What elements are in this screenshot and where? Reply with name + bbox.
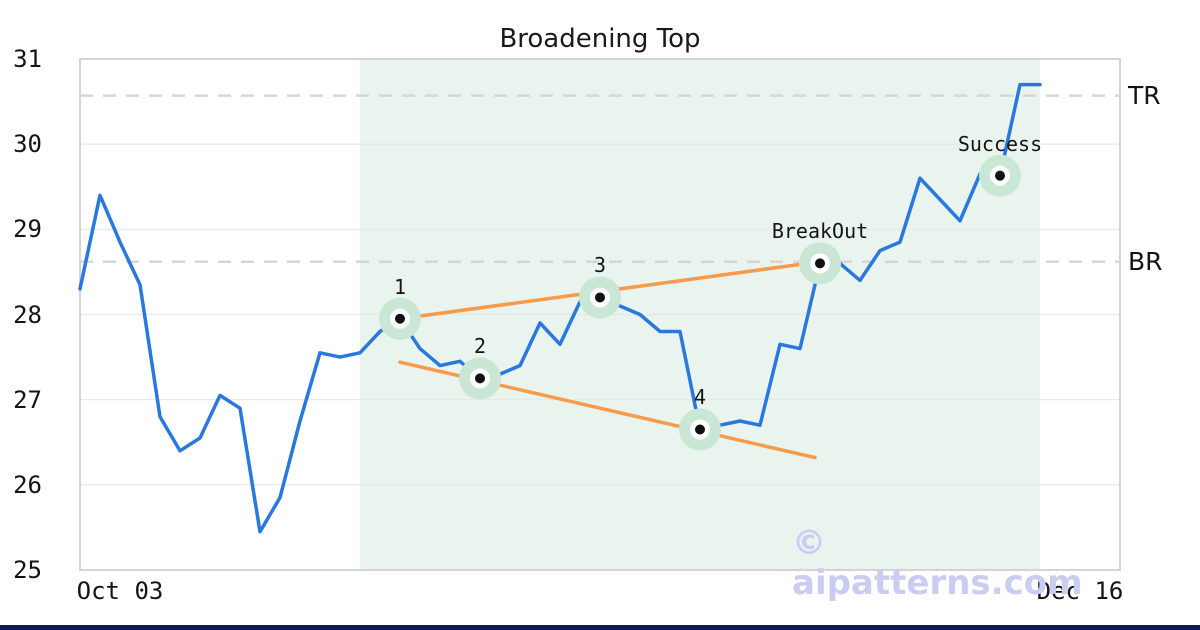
y-tick-29: 29 <box>13 215 42 244</box>
price-line <box>78 82 1042 534</box>
y-tick-27: 27 <box>13 385 42 414</box>
marker-dot-4 <box>695 424 705 435</box>
annotation-label-1: 1 <box>393 274 407 299</box>
bottom-bar <box>0 625 1200 630</box>
annotation-label-success: Success <box>957 131 1043 156</box>
marker-dot-3 <box>595 292 605 303</box>
annotation-label-breakout: BreakOut <box>771 219 869 244</box>
marker-dot-2 <box>475 373 485 384</box>
watermark: © aipatterns.com <box>792 523 1083 603</box>
level-label-br: BR <box>1128 246 1163 276</box>
marker-dot-success <box>995 170 1005 181</box>
y-tick-31: 31 <box>13 45 42 73</box>
y-tick-26: 26 <box>13 470 42 499</box>
marker-dot-1 <box>395 313 405 324</box>
annotation-label-2: 2 <box>473 334 487 359</box>
level-label-tr: TR <box>1128 80 1161 110</box>
x-tick-0: Oct 03 <box>76 577 164 605</box>
chart-title: Broadening Top <box>499 24 701 54</box>
y-tick-28: 28 <box>13 300 42 329</box>
y-tick-25: 25 <box>13 556 42 584</box>
plot-border <box>79 58 1121 571</box>
annotation-label-4: 4 <box>693 385 707 410</box>
marker-dot-breakout <box>815 258 825 269</box>
annotation-label-3: 3 <box>593 253 607 278</box>
y-tick-30: 30 <box>13 130 42 159</box>
x-tick-1: Dec 16 <box>1036 577 1124 605</box>
